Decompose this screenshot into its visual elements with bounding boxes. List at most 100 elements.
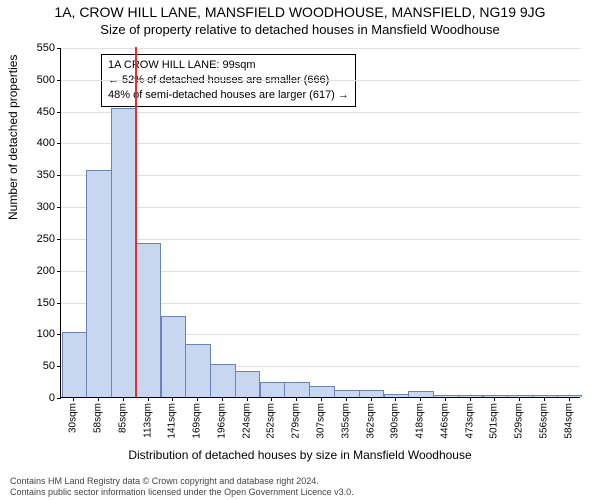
ytick-mark: [57, 48, 61, 49]
xtick-mark: [321, 397, 322, 401]
gridline: [61, 48, 580, 49]
ytick-label: 50: [43, 360, 55, 372]
xtick-label: 252sqm: [266, 403, 277, 439]
ytick-mark: [57, 398, 61, 399]
xtick-mark: [420, 397, 421, 401]
xtick-mark: [271, 397, 272, 401]
ytick-mark: [57, 271, 61, 272]
xtick-mark: [197, 397, 198, 401]
bar: [111, 108, 137, 397]
bar: [359, 390, 385, 397]
xtick-mark: [544, 397, 545, 401]
bar: [161, 316, 187, 397]
ytick-label: 0: [49, 392, 55, 404]
xtick-label: 418sqm: [415, 403, 426, 439]
plot-area: 1A CROW HILL LANE: 99sqm ← 52% of detach…: [60, 48, 580, 398]
bar: [309, 386, 335, 397]
chart-container: 1A, CROW HILL LANE, MANSFIELD WOODHOUSE,…: [0, 0, 600, 500]
xtick-label: 113sqm: [142, 403, 153, 438]
ytick-label: 150: [37, 297, 55, 309]
footer-line-2: Contains public sector information licen…: [10, 487, 600, 498]
gridline: [61, 143, 580, 144]
ytick-mark: [57, 112, 61, 113]
bar: [62, 332, 88, 397]
ytick-label: 100: [37, 328, 55, 340]
bar: [260, 382, 286, 397]
ytick-mark: [57, 80, 61, 81]
ytick-mark: [57, 366, 61, 367]
ytick-label: 350: [37, 169, 55, 181]
gridline: [61, 239, 580, 240]
xtick-mark: [519, 397, 520, 401]
ytick-label: 250: [37, 233, 55, 245]
xtick-label: 529sqm: [514, 403, 525, 439]
ytick-label: 300: [37, 201, 55, 213]
ytick-label: 500: [37, 74, 55, 86]
ytick-label: 550: [37, 42, 55, 54]
marker-line: [135, 47, 137, 397]
gridline: [61, 112, 580, 113]
legend-line-3: 48% of semi-detached houses are larger (…: [108, 88, 349, 103]
xtick-mark: [371, 397, 372, 401]
chart-subtitle: Size of property relative to detached ho…: [0, 20, 600, 37]
xtick-label: 362sqm: [365, 403, 376, 439]
ytick-mark: [57, 207, 61, 208]
ytick-mark: [57, 239, 61, 240]
xtick-label: 279sqm: [291, 403, 302, 439]
xtick-mark: [98, 397, 99, 401]
xtick-label: 85sqm: [117, 403, 128, 433]
gridline: [61, 207, 580, 208]
ytick-mark: [57, 143, 61, 144]
page-title: 1A, CROW HILL LANE, MANSFIELD WOODHOUSE,…: [0, 0, 600, 20]
xtick-mark: [296, 397, 297, 401]
xtick-mark: [346, 397, 347, 401]
xtick-mark: [445, 397, 446, 401]
legend-line-1: 1A CROW HILL LANE: 99sqm: [108, 58, 349, 73]
xtick-label: 335sqm: [340, 403, 351, 439]
bar: [334, 390, 360, 397]
bar: [86, 170, 112, 397]
xtick-mark: [247, 397, 248, 401]
ytick-mark: [57, 303, 61, 304]
xtick-mark: [470, 397, 471, 401]
footer: Contains HM Land Registry data © Crown c…: [0, 476, 600, 499]
bar: [433, 395, 459, 397]
ytick-label: 200: [37, 265, 55, 277]
ytick-label: 400: [37, 137, 55, 149]
xtick-label: 446sqm: [439, 403, 450, 439]
bar: [284, 382, 310, 397]
xtick-label: 58sqm: [93, 403, 104, 433]
xtick-mark: [172, 397, 173, 401]
xtick-label: 224sqm: [241, 403, 252, 439]
xtick-label: 390sqm: [390, 403, 401, 439]
xtick-label: 141sqm: [167, 403, 178, 439]
xtick-mark: [148, 397, 149, 401]
xtick-label: 307sqm: [316, 403, 327, 439]
xtick-mark: [569, 397, 570, 401]
bar: [136, 243, 162, 397]
ytick-label: 450: [37, 106, 55, 118]
xtick-mark: [395, 397, 396, 401]
ytick-mark: [57, 175, 61, 176]
bar: [235, 371, 261, 397]
y-axis-label: Number of detached properties: [6, 55, 20, 220]
xtick-label: 501sqm: [489, 403, 500, 439]
ytick-mark: [57, 334, 61, 335]
xtick-label: 556sqm: [538, 403, 549, 439]
xtick-label: 169sqm: [192, 403, 203, 439]
bar: [532, 395, 558, 397]
xtick-label: 473sqm: [464, 403, 475, 439]
gridline: [61, 80, 580, 81]
xtick-mark: [222, 397, 223, 401]
x-axis-label: Distribution of detached houses by size …: [0, 448, 600, 462]
xtick-mark: [73, 397, 74, 401]
xtick-label: 196sqm: [216, 403, 227, 439]
bar: [185, 344, 211, 397]
xtick-mark: [123, 397, 124, 401]
xtick-label: 30sqm: [68, 403, 79, 433]
bar: [210, 364, 236, 397]
gridline: [61, 175, 580, 176]
footer-line-1: Contains HM Land Registry data © Crown c…: [10, 476, 600, 487]
xtick-mark: [494, 397, 495, 401]
xtick-label: 584sqm: [563, 403, 574, 439]
